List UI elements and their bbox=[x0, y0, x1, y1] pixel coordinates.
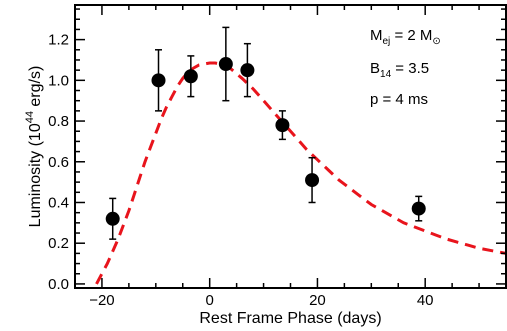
x-tick-label: 40 bbox=[417, 292, 434, 309]
data-point bbox=[275, 118, 290, 133]
y-tick-label: 0.4 bbox=[48, 194, 69, 211]
annotation-spin-period: p = 4 ms bbox=[370, 91, 428, 108]
data-point bbox=[411, 201, 426, 216]
model-curve bbox=[95, 61, 506, 285]
y-tick-label: 0.8 bbox=[48, 113, 69, 130]
data-point bbox=[105, 211, 120, 226]
y-axis-label: Luminosity (1044 erg/s) bbox=[24, 66, 44, 228]
data-point bbox=[305, 173, 320, 188]
x-tick-label: −20 bbox=[89, 292, 114, 309]
x-tick-label: 0 bbox=[206, 292, 214, 309]
axis-ticks bbox=[74, 5, 507, 288]
data-point bbox=[183, 69, 198, 84]
annotation-magnetic-field: B14 = 3.5 bbox=[370, 60, 429, 80]
y-tick-label: 0.2 bbox=[48, 235, 69, 252]
y-tick-label: 1.0 bbox=[48, 72, 69, 89]
x-tick-label: 20 bbox=[309, 292, 326, 309]
x-axis-label: Rest Frame Phase (days) bbox=[199, 310, 381, 327]
data-point bbox=[151, 73, 166, 88]
plot-area bbox=[95, 26, 506, 285]
plot-frame bbox=[74, 4, 507, 289]
y-tick-label: 0.6 bbox=[48, 154, 69, 171]
data-point bbox=[240, 63, 255, 78]
y-tick-label: 1.2 bbox=[48, 32, 69, 49]
annotation-block: Mej = 2 M⊙ B14 = 3.5 p = 4 ms bbox=[370, 27, 441, 108]
tick-labels: −20 0 20 40 0.0 0.2 0.4 0.6 0.8 1.0 1.2 bbox=[48, 32, 433, 309]
annotation-ejecta-mass: Mej = 2 M⊙ bbox=[370, 27, 441, 47]
data-point bbox=[218, 57, 233, 72]
y-tick-label: 0.0 bbox=[48, 276, 69, 293]
